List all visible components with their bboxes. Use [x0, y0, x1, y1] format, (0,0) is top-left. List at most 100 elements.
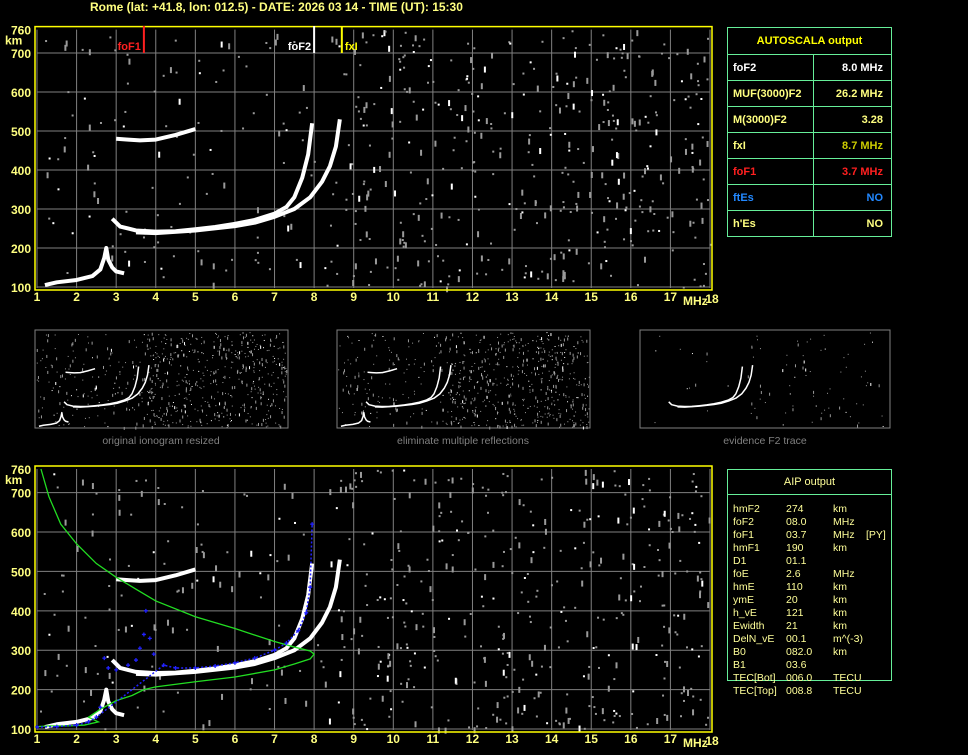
noise-dot: [396, 643, 399, 650]
noise-dot: [358, 374, 360, 378]
thumbnail-frame: [34, 329, 289, 429]
noise-dot: [237, 352, 239, 354]
noise-dot: [52, 387, 54, 389]
noise-dot: [167, 386, 169, 388]
noise-dot: [610, 274, 613, 277]
noise-dot: [234, 414, 236, 416]
noise-dot: [153, 358, 155, 360]
noise-dot: [504, 491, 507, 494]
noise-echoes: [338, 332, 590, 430]
noise-dot: [580, 419, 582, 421]
noise-dot: [236, 356, 238, 358]
noise-dot: [518, 342, 520, 344]
noise-dot: [88, 49, 91, 56]
noise-dot: [107, 426, 109, 428]
noise-dot: [646, 723, 649, 726]
noise-dot: [374, 258, 377, 265]
noise-dot: [450, 389, 452, 391]
aip-value: 121: [786, 607, 804, 619]
noise-dot: [586, 339, 588, 343]
noise-dot: [644, 168, 647, 175]
noise-dot: [586, 362, 588, 364]
noise-dot: [558, 409, 560, 411]
noise-dot: [351, 192, 354, 195]
noise-dot: [405, 358, 407, 360]
noise-dot: [561, 379, 563, 381]
y-tick-label: 400: [11, 605, 31, 619]
noise-dot: [216, 645, 219, 652]
noise-dot: [270, 340, 272, 342]
noise-dot: [87, 164, 90, 171]
noise-dot: [540, 665, 543, 668]
noise-dot: [692, 473, 695, 476]
noise-dot: [97, 198, 100, 205]
y-tick-label: 200: [11, 242, 31, 256]
noise-dot: [513, 228, 516, 231]
noise-dot: [266, 684, 269, 687]
noise-dot: [495, 354, 497, 356]
noise-dot: [802, 366, 804, 370]
noise-dot: [367, 190, 370, 197]
noise-dot: [117, 628, 120, 631]
noise-dot: [575, 202, 578, 205]
noise-dot: [491, 52, 494, 59]
y-tick-label: 400: [11, 164, 31, 178]
noise-dot: [581, 393, 583, 397]
noise-dot: [554, 279, 557, 282]
noise-dot: [487, 420, 489, 422]
noise-dot: [695, 198, 698, 201]
noise-dot: [754, 407, 756, 409]
noise-dot: [463, 416, 465, 418]
noise-dot: [560, 610, 563, 613]
noise-dot: [399, 530, 402, 533]
noise-dot: [565, 396, 567, 398]
noise-dot: [565, 105, 568, 108]
noise-dot: [390, 559, 393, 562]
noise-dot: [562, 368, 564, 372]
noise-dot: [119, 371, 121, 373]
noise-dot: [273, 345, 275, 347]
noise-dot: [606, 52, 609, 59]
noise-dot: [565, 335, 567, 337]
noise-dot: [683, 613, 686, 620]
noise-dot: [200, 378, 202, 380]
noise-dot: [215, 370, 217, 374]
noise-dot: [369, 389, 371, 391]
noise-dot: [373, 339, 375, 341]
noise-dot: [603, 216, 606, 223]
noise-dot: [72, 359, 74, 363]
noise-dot: [473, 47, 476, 50]
noise-dot: [215, 80, 218, 83]
noise-dot: [497, 424, 499, 428]
noise-dot: [352, 708, 355, 715]
noise-dot: [48, 217, 51, 220]
noise-dot: [118, 509, 121, 516]
noise-dot: [548, 380, 550, 382]
noise-dot: [472, 410, 474, 412]
noise-dot: [462, 400, 464, 404]
noise-dot: [882, 425, 884, 427]
noise-dot: [253, 367, 255, 369]
noise-dot: [679, 559, 682, 562]
noise-dot: [622, 193, 625, 200]
noise-dot: [585, 408, 587, 412]
noise-dot: [447, 283, 450, 286]
noise-dot: [62, 574, 65, 577]
noise-dot: [259, 596, 262, 599]
noise-dot: [531, 372, 533, 374]
noise-dot: [546, 273, 549, 280]
noise-dot: [87, 342, 89, 344]
noise-dot: [393, 423, 395, 427]
noise-dot: [488, 401, 490, 403]
noise-dot: [523, 276, 526, 279]
noise-dot: [249, 332, 251, 334]
noise-dot: [586, 631, 589, 638]
noise-dot: [126, 53, 129, 56]
noise-dot: [207, 401, 209, 403]
noise-dot: [196, 338, 198, 340]
noise-dot: [148, 392, 150, 394]
noise-dot: [651, 70, 654, 77]
noise-dot: [541, 340, 543, 342]
autoscala-label: MUF(3000)F2: [727, 80, 814, 107]
noise-dot: [464, 635, 467, 638]
